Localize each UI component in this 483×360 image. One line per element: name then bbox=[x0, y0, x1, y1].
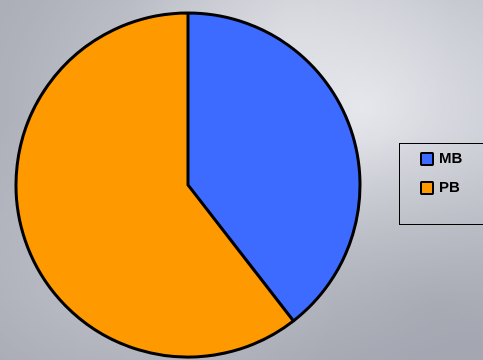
legend: MB PB bbox=[399, 143, 483, 225]
legend-swatch-pb bbox=[420, 180, 434, 195]
legend-label-pb: PB bbox=[439, 179, 460, 196]
legend-item-mb: MB bbox=[420, 150, 462, 167]
legend-swatch-mb bbox=[420, 151, 434, 166]
pie-slice-pb bbox=[14, 11, 295, 359]
legend-label-mb: MB bbox=[439, 150, 463, 167]
pie-slice-mb bbox=[186, 11, 362, 323]
legend-item-pb: PB bbox=[420, 179, 460, 196]
